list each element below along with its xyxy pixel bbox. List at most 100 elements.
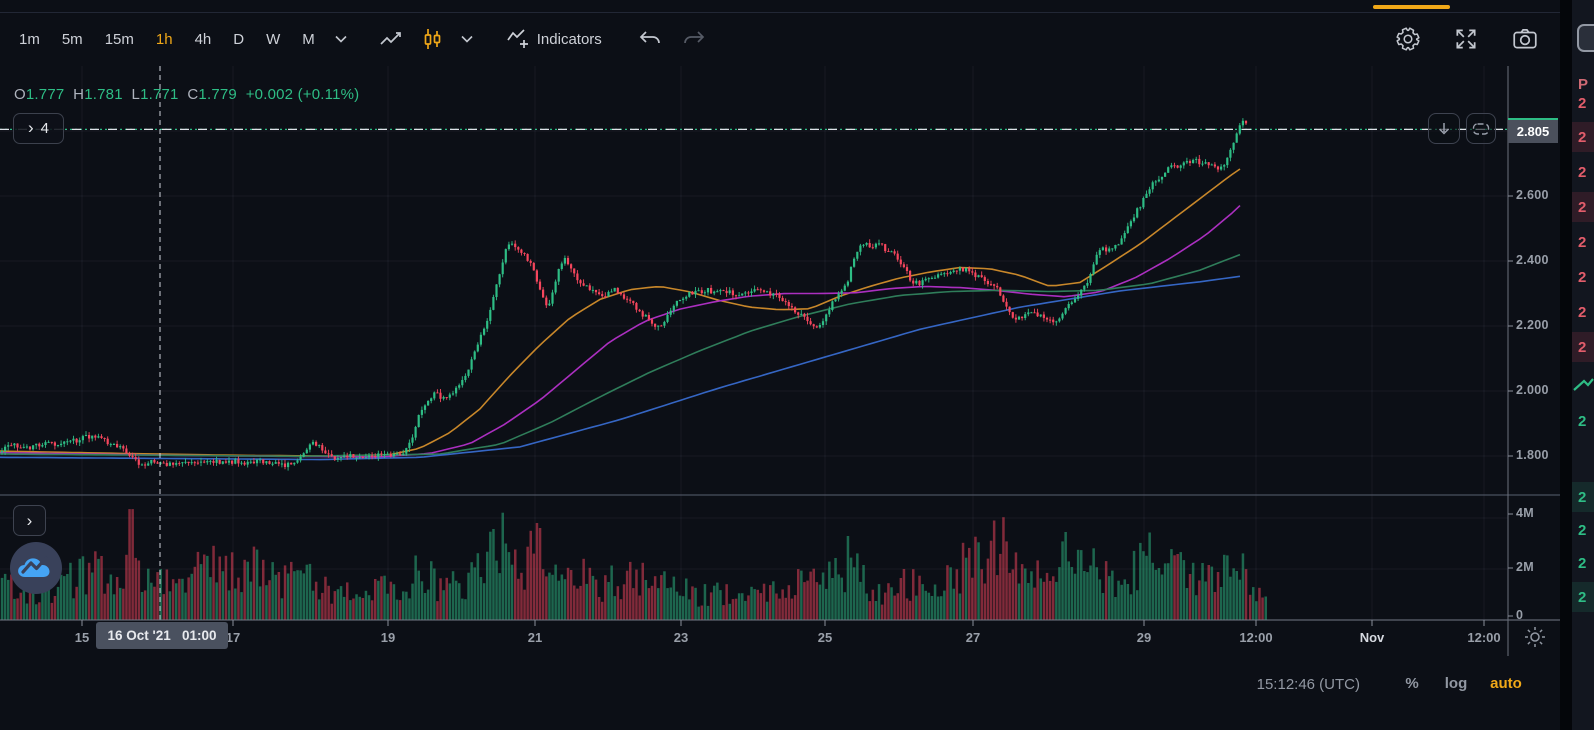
- candles-icon: [421, 27, 443, 51]
- high-value: 1.781: [84, 86, 123, 103]
- axis-settings-button[interactable]: [1522, 624, 1548, 650]
- side-panel-row[interactable]: [1572, 370, 1594, 400]
- intervals-dropdown-button[interactable]: [328, 30, 354, 48]
- volume-axis-label: 0: [1516, 608, 1524, 622]
- redo-icon: [681, 29, 707, 49]
- settings-button[interactable]: [1388, 21, 1428, 57]
- time-axis-label: 27: [965, 630, 981, 645]
- time-axis-label: 12:00: [1467, 630, 1501, 645]
- interval-1m-button[interactable]: 1m: [10, 25, 49, 54]
- toolbar-left-group: 1m 5m 15m 1h 4h D W M Indicators: [0, 22, 714, 56]
- ohlc-legend: O1.777 H1.781 L1.771 C1.779 +0.002 (+0.1…: [14, 86, 359, 103]
- side-panel-row[interactable]: 2: [1578, 94, 1587, 112]
- hidden-indicators-count: 4: [40, 120, 49, 137]
- indicators-icon: [506, 28, 530, 50]
- low-label: L: [131, 86, 141, 103]
- go-to-realtime-button[interactable]: [1428, 113, 1460, 144]
- indicators-label: Indicators: [536, 30, 602, 48]
- time-axis-label: 17: [225, 630, 241, 645]
- side-panel[interactable]: P 2 2 2 2 2 2 2 2 2 2 2 2 2: [1572, 0, 1594, 730]
- expand-arrows-icon: [1453, 26, 1479, 52]
- chevron-right-icon: ›: [27, 118, 34, 137]
- side-panel-row[interactable]: 2: [1578, 303, 1587, 321]
- side-panel-row[interactable]: 2: [1578, 163, 1587, 181]
- chevron-down-icon: [335, 35, 347, 43]
- time-axis-label: Nov: [1359, 630, 1385, 645]
- exchange-logo: [9, 541, 63, 595]
- panel-divider: [1560, 0, 1572, 730]
- side-panel-row[interactable]: 2: [1572, 122, 1594, 152]
- price-label-icon: [1472, 122, 1490, 136]
- side-panel-row[interactable]: 2: [1572, 582, 1594, 612]
- side-panel-row[interactable]: 2: [1572, 482, 1594, 512]
- snapshot-button[interactable]: [1504, 21, 1546, 57]
- time-axis-label: 23: [673, 630, 689, 645]
- volume-axis-label: 2M: [1516, 560, 1534, 574]
- side-panel-row[interactable]: 2: [1578, 268, 1587, 286]
- price-axis-label: 2.600: [1516, 188, 1549, 202]
- sun-icon: [1522, 624, 1548, 650]
- side-panel-row[interactable]: 2: [1578, 521, 1587, 539]
- side-panel-row[interactable]: 2: [1572, 192, 1594, 222]
- price-line-settings-button[interactable]: [1466, 113, 1496, 144]
- undo-button[interactable]: [630, 24, 670, 54]
- chevron-right-icon: ›: [26, 510, 33, 530]
- chart-style-candles-button[interactable]: [414, 22, 450, 56]
- mountain-chart-logo-icon: [9, 541, 63, 595]
- undo-icon: [637, 29, 663, 49]
- camera-icon: [1511, 26, 1539, 52]
- side-panel-row[interactable]: 2: [1578, 554, 1587, 572]
- price-axis-label: 2.400: [1516, 253, 1549, 267]
- arrow-down-icon: [1436, 121, 1452, 137]
- interval-15m-button[interactable]: 15m: [96, 25, 143, 54]
- interval-m-button[interactable]: M: [293, 25, 324, 54]
- open-label: O: [14, 86, 26, 103]
- indicators-button[interactable]: Indicators: [498, 22, 610, 56]
- interval-1h-button[interactable]: 1h: [147, 25, 182, 54]
- high-label: H: [73, 86, 85, 103]
- top-divider: [0, 12, 1560, 13]
- price-axis-label: 1.800: [1516, 448, 1549, 462]
- interval-d-button[interactable]: D: [224, 25, 253, 54]
- side-panel-button-fragment[interactable]: [1577, 24, 1594, 52]
- side-panel-row[interactable]: 2: [1578, 412, 1587, 430]
- interval-4h-button[interactable]: 4h: [186, 25, 221, 54]
- open-value: 1.777: [25, 86, 65, 103]
- interval-w-button[interactable]: W: [257, 25, 289, 54]
- side-panel-row[interactable]: 2: [1578, 233, 1587, 251]
- side-panel-header: P: [1578, 76, 1589, 93]
- change-value: +0.002: [245, 86, 294, 103]
- spark-up-icon: [1573, 378, 1594, 391]
- low-value: 1.771: [140, 86, 179, 103]
- last-price-label: 2.805: [1508, 118, 1558, 143]
- chart-style-line-button[interactable]: [372, 24, 410, 54]
- close-label: C: [187, 86, 199, 103]
- interval-5m-button[interactable]: 5m: [53, 25, 92, 54]
- gear-icon: [1395, 26, 1421, 52]
- redo-button[interactable]: [674, 24, 714, 54]
- notification-strip: [1373, 5, 1450, 9]
- log-scale-button[interactable]: log: [1438, 674, 1474, 693]
- time-axis-label: 29: [1136, 630, 1152, 645]
- time-axis-label: 12:00: [1239, 630, 1273, 645]
- time-axis-label: 25: [817, 630, 833, 645]
- chart-style-dropdown-button[interactable]: [454, 30, 480, 48]
- percent-scale-button[interactable]: %: [1396, 674, 1428, 693]
- price-axis-label: 2.000: [1516, 383, 1549, 397]
- price-axis-label: 2.200: [1516, 318, 1549, 332]
- chart-toolbar: 1m 5m 15m 1h 4h D W M Indicators: [0, 13, 1560, 65]
- crosshair-date-tooltip: 16 Oct '21 01:00: [96, 622, 228, 649]
- change-percent: (+0.11%): [297, 86, 360, 103]
- fullscreen-button[interactable]: [1446, 21, 1486, 57]
- auto-scale-button[interactable]: auto: [1484, 674, 1528, 693]
- chevron-down-icon: [461, 35, 473, 43]
- side-panel-row[interactable]: 2: [1572, 332, 1594, 362]
- hidden-indicators-badge[interactable]: › 4: [13, 113, 64, 144]
- line-chart-icon: [379, 29, 403, 49]
- toolbar-right-group: [1378, 21, 1560, 57]
- volume-axis-label: 4M: [1516, 506, 1534, 520]
- volume-pane-expand-button[interactable]: ›: [13, 505, 46, 536]
- close-value: 1.779: [198, 86, 237, 103]
